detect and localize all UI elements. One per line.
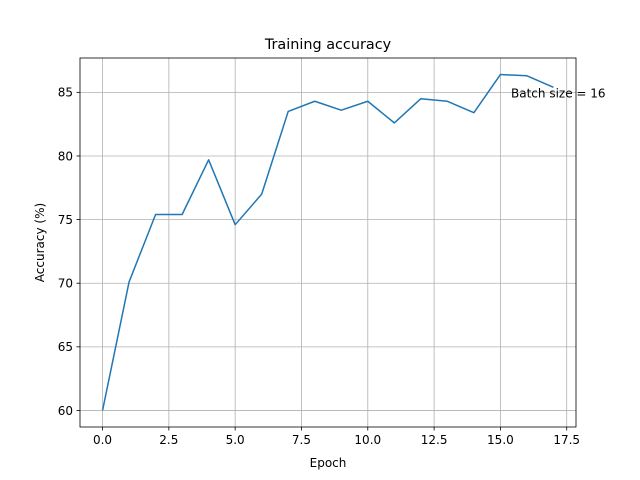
x-axis-label: Epoch [310,456,347,470]
x-tick-label: 2.5 [159,433,178,447]
y-tick-label: 65 [58,340,73,354]
series-layer [101,73,554,411]
y-axis: 60 65 70 75 80 85 [58,86,80,418]
x-tick-label: 10.0 [354,433,381,447]
x-tick-label: 17.5 [553,433,580,447]
grid-lines [80,58,576,427]
accuracy-series-line [101,73,554,411]
plot-frame [79,57,577,428]
x-tick-label: 5.0 [226,433,245,447]
y-tick-label: 85 [58,86,73,100]
annotations: Batch size = 16 [511,87,606,101]
batch-size-annotation: Batch size = 16 [511,87,606,101]
chart-title: Training accuracy [264,37,392,53]
x-tick-label: 12.5 [421,433,448,447]
y-tick-label: 60 [58,404,73,418]
x-axis: 0.0 2.5 5.0 7.5 10.0 12.5 15.0 17.5 [93,427,580,447]
y-tick-label: 70 [58,277,73,291]
x-tick-label: 7.5 [292,433,311,447]
x-tick-label: 15.0 [487,433,514,447]
y-tick-label: 80 [58,149,73,163]
y-axis-label: Accuracy (%) [33,203,47,282]
y-tick-label: 75 [58,213,73,227]
x-tick-label: 0.0 [93,433,112,447]
